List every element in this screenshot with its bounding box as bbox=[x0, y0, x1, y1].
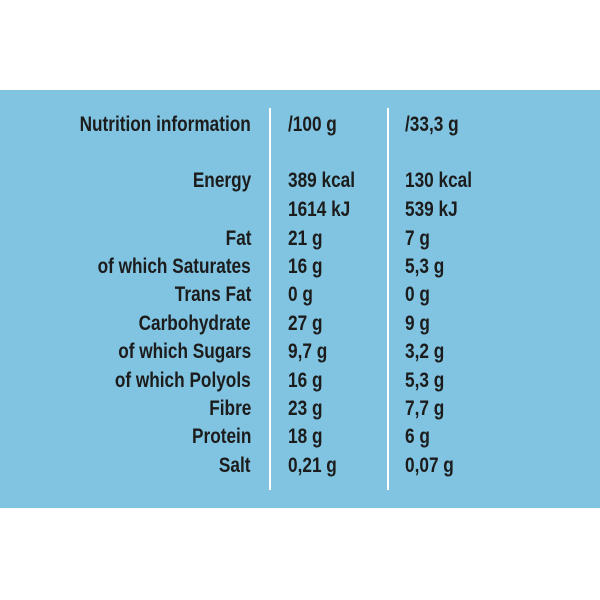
header-title: Nutrition information bbox=[79, 113, 251, 136]
nutrient-value: 27 g bbox=[288, 312, 323, 335]
header-column: /33,3 g bbox=[405, 113, 459, 136]
nutrient-value: 0 g bbox=[288, 283, 313, 306]
nutrient-label: of which Polyols bbox=[115, 369, 251, 392]
nutrient-label: Fat bbox=[225, 227, 251, 250]
nutrient-value: 9 g bbox=[405, 312, 430, 335]
nutrient-label: Carbohydrate bbox=[139, 312, 251, 335]
nutrient-value: 130 kcal bbox=[405, 169, 473, 192]
nutrient-value: 16 g bbox=[288, 369, 323, 392]
nutrient-label: of which Sugars bbox=[118, 340, 251, 363]
nutrient-value: 7 g bbox=[405, 227, 430, 250]
nutrient-value: 389 kcal bbox=[288, 169, 356, 192]
nutrient-value: 18 g bbox=[288, 425, 323, 448]
nutrient-value: 7,7 g bbox=[405, 397, 445, 420]
nutrient-value: 9,7 g bbox=[288, 340, 328, 363]
nutrient-value: 5,3 g bbox=[405, 369, 445, 392]
nutrient-value: 0,21 g bbox=[288, 454, 337, 477]
nutrient-label: Fibre bbox=[208, 397, 251, 420]
nutrient-value: 1614 kJ bbox=[288, 198, 351, 221]
nutrient-label: Energy bbox=[192, 169, 251, 192]
nutrient-value: 0 g bbox=[405, 283, 430, 306]
nutrient-value: 3,2 g bbox=[405, 340, 445, 363]
nutrient-label: Salt bbox=[219, 454, 251, 477]
nutrient-label: Protein bbox=[191, 425, 251, 448]
column-divider bbox=[387, 108, 389, 490]
nutrient-value: 16 g bbox=[288, 255, 323, 278]
nutrient-value: 539 kJ bbox=[405, 198, 458, 221]
header-column: /100 g bbox=[288, 113, 337, 136]
nutrient-label: of which Saturates bbox=[97, 255, 251, 278]
nutrient-value: 0,07 g bbox=[405, 454, 454, 477]
nutrient-value: 21 g bbox=[288, 227, 323, 250]
column-divider bbox=[269, 108, 271, 490]
nutrition-panel bbox=[0, 90, 600, 508]
nutrient-label: Trans Fat bbox=[174, 283, 251, 306]
nutrient-value: 23 g bbox=[288, 397, 323, 420]
nutrient-value: 5,3 g bbox=[405, 255, 445, 278]
nutrient-value: 6 g bbox=[405, 425, 430, 448]
